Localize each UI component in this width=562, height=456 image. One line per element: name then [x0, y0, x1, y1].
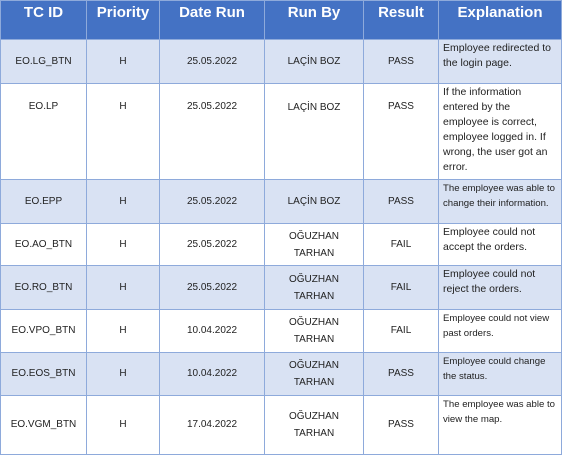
cell-explanation: Employee could not accept the orders.	[439, 224, 562, 266]
cell-date-run: 25.05.2022	[160, 84, 265, 180]
run-by-line1: OĞUZHAN	[289, 317, 339, 328]
cell-priority: H	[87, 396, 160, 455]
cell-run-by: OĞUZHAN TARHAN	[265, 224, 364, 266]
run-by-line2: TARHAN	[294, 248, 334, 259]
cell-date-run: 10.04.2022	[160, 310, 265, 353]
cell-explanation: The employee was able to view the map.	[439, 396, 562, 455]
cell-run-by: OĞUZHAN TARHAN	[265, 266, 364, 310]
cell-tc-id: EO.VPO_BTN	[1, 310, 87, 353]
run-by-line2: TARHAN	[294, 428, 334, 439]
header-priority: Priority	[87, 1, 160, 40]
run-by-line2: TARHAN	[294, 291, 334, 302]
run-by-line1: OĞUZHAN	[289, 231, 339, 242]
cell-tc-id: EO.EOS_BTN	[1, 353, 87, 396]
cell-result: FAIL	[364, 224, 439, 266]
cell-priority: H	[87, 84, 160, 180]
cell-explanation: If the information entered by the employ…	[439, 84, 562, 180]
header-tc-id: TC ID	[1, 1, 87, 40]
run-by-line1: LAÇİN BOZ	[288, 196, 341, 207]
cell-explanation: Employee could change the status.	[439, 353, 562, 396]
header-row: TC ID Priority Date Run Run By Result Ex…	[1, 1, 562, 40]
header-explanation: Explanation	[439, 1, 562, 40]
cell-result: FAIL	[364, 310, 439, 353]
run-by-line1: LAÇİN BOZ	[288, 102, 341, 113]
run-by-line2: TARHAN	[294, 377, 334, 388]
cell-explanation: Employee redirected to the login page.	[439, 40, 562, 84]
cell-priority: H	[87, 224, 160, 266]
table-body: EO.LG_BTN H 25.05.2022 LAÇİN BOZ PASS Em…	[1, 40, 562, 455]
cell-run-by: LAÇİN BOZ	[265, 40, 364, 84]
run-by-line1: LAÇİN BOZ	[288, 56, 341, 67]
cell-explanation: The employee was able to change their in…	[439, 180, 562, 224]
cell-run-by: OĞUZHAN TARHAN	[265, 353, 364, 396]
header-result: Result	[364, 1, 439, 40]
cell-priority: H	[87, 353, 160, 396]
cell-result: PASS	[364, 40, 439, 84]
cell-run-by: OĞUZHAN TARHAN	[265, 396, 364, 455]
table-row: EO.AO_BTN H 25.05.2022 OĞUZHAN TARHAN FAI…	[1, 224, 562, 266]
cell-date-run: 25.05.2022	[160, 224, 265, 266]
cell-tc-id: EO.LG_BTN	[1, 40, 87, 84]
cell-explanation: Employee could not reject the orders.	[439, 266, 562, 310]
cell-explanation: Employee could not view past orders.	[439, 310, 562, 353]
table-row: EO.LP H 25.05.2022 LAÇİN BOZ PASS If the…	[1, 84, 562, 180]
cell-tc-id: EO.LP	[1, 84, 87, 180]
table-header: TC ID Priority Date Run Run By Result Ex…	[1, 1, 562, 40]
cell-priority: H	[87, 266, 160, 310]
table-row: EO.EPP H 25.05.2022 LAÇİN BOZ PASS The e…	[1, 180, 562, 224]
header-date-run: Date Run	[160, 1, 265, 40]
cell-result: PASS	[364, 84, 439, 180]
cell-tc-id: EO.VGM_BTN	[1, 396, 87, 455]
cell-tc-id: EO.AO_BTN	[1, 224, 87, 266]
header-run-by: Run By	[265, 1, 364, 40]
table-row: EO.VGM_BTN H 17.04.2022 OĞUZHAN TARHAN PA…	[1, 396, 562, 455]
run-by-line1: OĞUZHAN	[289, 274, 339, 285]
cell-result: PASS	[364, 353, 439, 396]
cell-priority: H	[87, 310, 160, 353]
run-by-line1: OĞUZHAN	[289, 411, 339, 422]
cell-tc-id: EO.EPP	[1, 180, 87, 224]
run-by-line2: TARHAN	[294, 334, 334, 345]
cell-date-run: 25.05.2022	[160, 180, 265, 224]
cell-result: PASS	[364, 396, 439, 455]
cell-result: FAIL	[364, 266, 439, 310]
cell-result: PASS	[364, 180, 439, 224]
cell-date-run: 17.04.2022	[160, 396, 265, 455]
cell-run-by: LAÇİN BOZ	[265, 84, 364, 180]
cell-priority: H	[87, 40, 160, 84]
cell-tc-id: EO.RO_BTN	[1, 266, 87, 310]
table-row: EO.VPO_BTN H 10.04.2022 OĞUZHAN TARHAN FA…	[1, 310, 562, 353]
table-row: EO.EOS_BTN H 10.04.2022 OĞUZHAN TARHAN PA…	[1, 353, 562, 396]
run-by-line1: OĞUZHAN	[289, 360, 339, 371]
cell-run-by: LAÇİN BOZ	[265, 180, 364, 224]
cell-date-run: 10.04.2022	[160, 353, 265, 396]
cell-date-run: 25.05.2022	[160, 266, 265, 310]
cell-priority: H	[87, 180, 160, 224]
cell-run-by: OĞUZHAN TARHAN	[265, 310, 364, 353]
table-row: EO.RO_BTN H 25.05.2022 OĞUZHAN TARHAN FAI…	[1, 266, 562, 310]
cell-date-run: 25.05.2022	[160, 40, 265, 84]
table-row: EO.LG_BTN H 25.05.2022 LAÇİN BOZ PASS Em…	[1, 40, 562, 84]
